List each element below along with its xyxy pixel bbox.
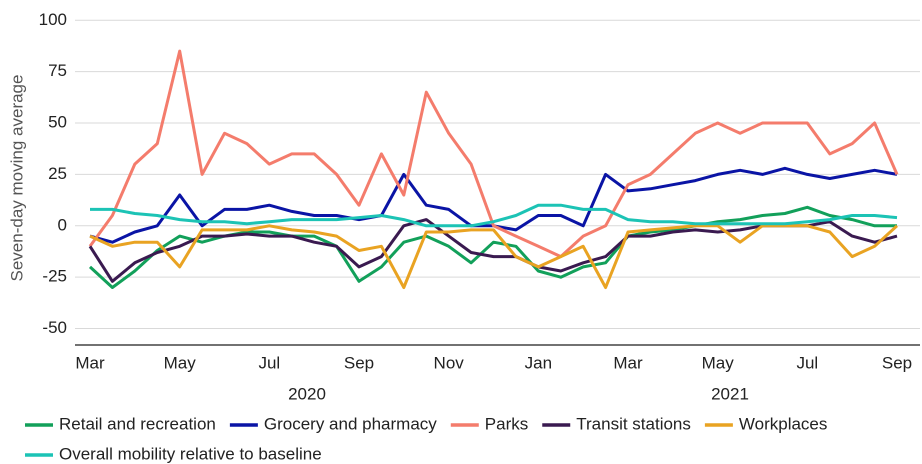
legend-label: Workplaces xyxy=(739,414,828,433)
legend-label: Transit stations xyxy=(576,414,691,433)
series-line xyxy=(89,224,899,289)
legend-label: Grocery and pharmacy xyxy=(264,414,437,433)
y-tick-label: -25 xyxy=(42,267,67,286)
x-tick-label: Jan xyxy=(525,353,552,372)
x-tick-label: Sep xyxy=(882,353,912,372)
x-tick-label: Nov xyxy=(434,353,465,372)
series-line xyxy=(88,49,899,259)
legend-label: Parks xyxy=(485,414,528,433)
y-tick-label: 0 xyxy=(58,215,67,234)
x-tick-label: May xyxy=(164,353,197,372)
y-tick-label: 50 xyxy=(48,113,67,132)
x-tick-label: Mar xyxy=(613,353,643,372)
y-tick-label: 25 xyxy=(48,164,67,183)
x-group-label: 2021 xyxy=(711,384,749,403)
x-group-label: 2020 xyxy=(288,384,326,403)
x-tick-label: Mar xyxy=(75,353,105,372)
x-tick-label: Jul xyxy=(258,353,280,372)
y-tick-label: 75 xyxy=(48,61,67,80)
y-tick-label: 100 xyxy=(39,10,67,29)
y-axis-label: Seven-day moving average xyxy=(7,75,26,282)
series-line xyxy=(90,203,898,228)
legend-label: Overall mobility relative to baseline xyxy=(59,444,322,463)
x-tick-label: May xyxy=(702,353,735,372)
x-tick-label: Jul xyxy=(796,353,818,372)
x-tick-label: Sep xyxy=(344,353,374,372)
legend-label: Retail and recreation xyxy=(59,414,216,433)
y-tick-label: -50 xyxy=(42,318,67,337)
